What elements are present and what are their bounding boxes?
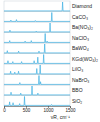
spectrum-line: [4, 2, 70, 11]
panel-label: Diamond: [72, 3, 92, 9]
panel-frame: [4, 22, 70, 33]
panel-frame: [4, 64, 70, 75]
panel-frames: [4, 1, 70, 106]
panel-label: BBO: [72, 87, 83, 93]
panel-frame: [4, 43, 70, 54]
panel-frame: [4, 33, 70, 44]
panel-label: CaCO₃: [72, 14, 88, 20]
spectrum-line: [4, 34, 70, 43]
panel-frame: [4, 54, 70, 65]
panel-label: Ba(NO₃)₂: [72, 24, 93, 30]
spectrum-line: [4, 23, 70, 32]
panel-labels: Diamond CaCO₃ Ba(NO₃)₂ NaClO₃ BaWO₄ KGd(WO₄)₂…: [72, 3, 98, 104]
panel-frame: [4, 85, 70, 96]
panel-label: SiO₂: [72, 98, 82, 104]
panel-frame: [4, 96, 70, 107]
x-tick: 500: [23, 106, 31, 113]
x-tick-label: 500: [23, 108, 31, 113]
chart: Diamond CaCO₃ Ba(NO₃)₂ NaClO₃ BaWO₄ KGd(WO₄)₂…: [0, 0, 100, 122]
spectrum-line: [4, 97, 70, 106]
x-tick: 1000: [43, 106, 54, 113]
panel-label: NaBrO₃: [72, 77, 89, 83]
x-axis-line: [5, 107, 71, 109]
panel-label: LiIO₃: [72, 66, 83, 72]
x-tick-label: 0: [3, 108, 6, 113]
panel-frame: [4, 12, 70, 23]
x-tick: 0: [3, 106, 6, 113]
spectrum-line: [4, 65, 70, 74]
x-tick-label: 1000: [43, 108, 54, 113]
x-tick-label: 1500: [65, 108, 76, 113]
spectrum-line: [4, 44, 70, 53]
spectrum-line: [4, 86, 70, 95]
x-axis-title: νR, cm⁻¹: [51, 114, 71, 120]
panel-label: BaWO₄: [72, 45, 89, 51]
panel-frame: [4, 75, 70, 86]
panel-frame: [4, 1, 70, 12]
spectrum-line: [4, 76, 70, 85]
spectrum-line: [4, 13, 70, 22]
panel-label: KGd(WO₄)₂: [72, 56, 98, 62]
panel-label: NaClO₃: [72, 35, 89, 41]
x-axis: 0 500 1000 1500: [3, 106, 76, 113]
spectrum-line: [4, 55, 70, 64]
spectra: [4, 2, 70, 105]
x-tick: 1500: [65, 106, 76, 113]
